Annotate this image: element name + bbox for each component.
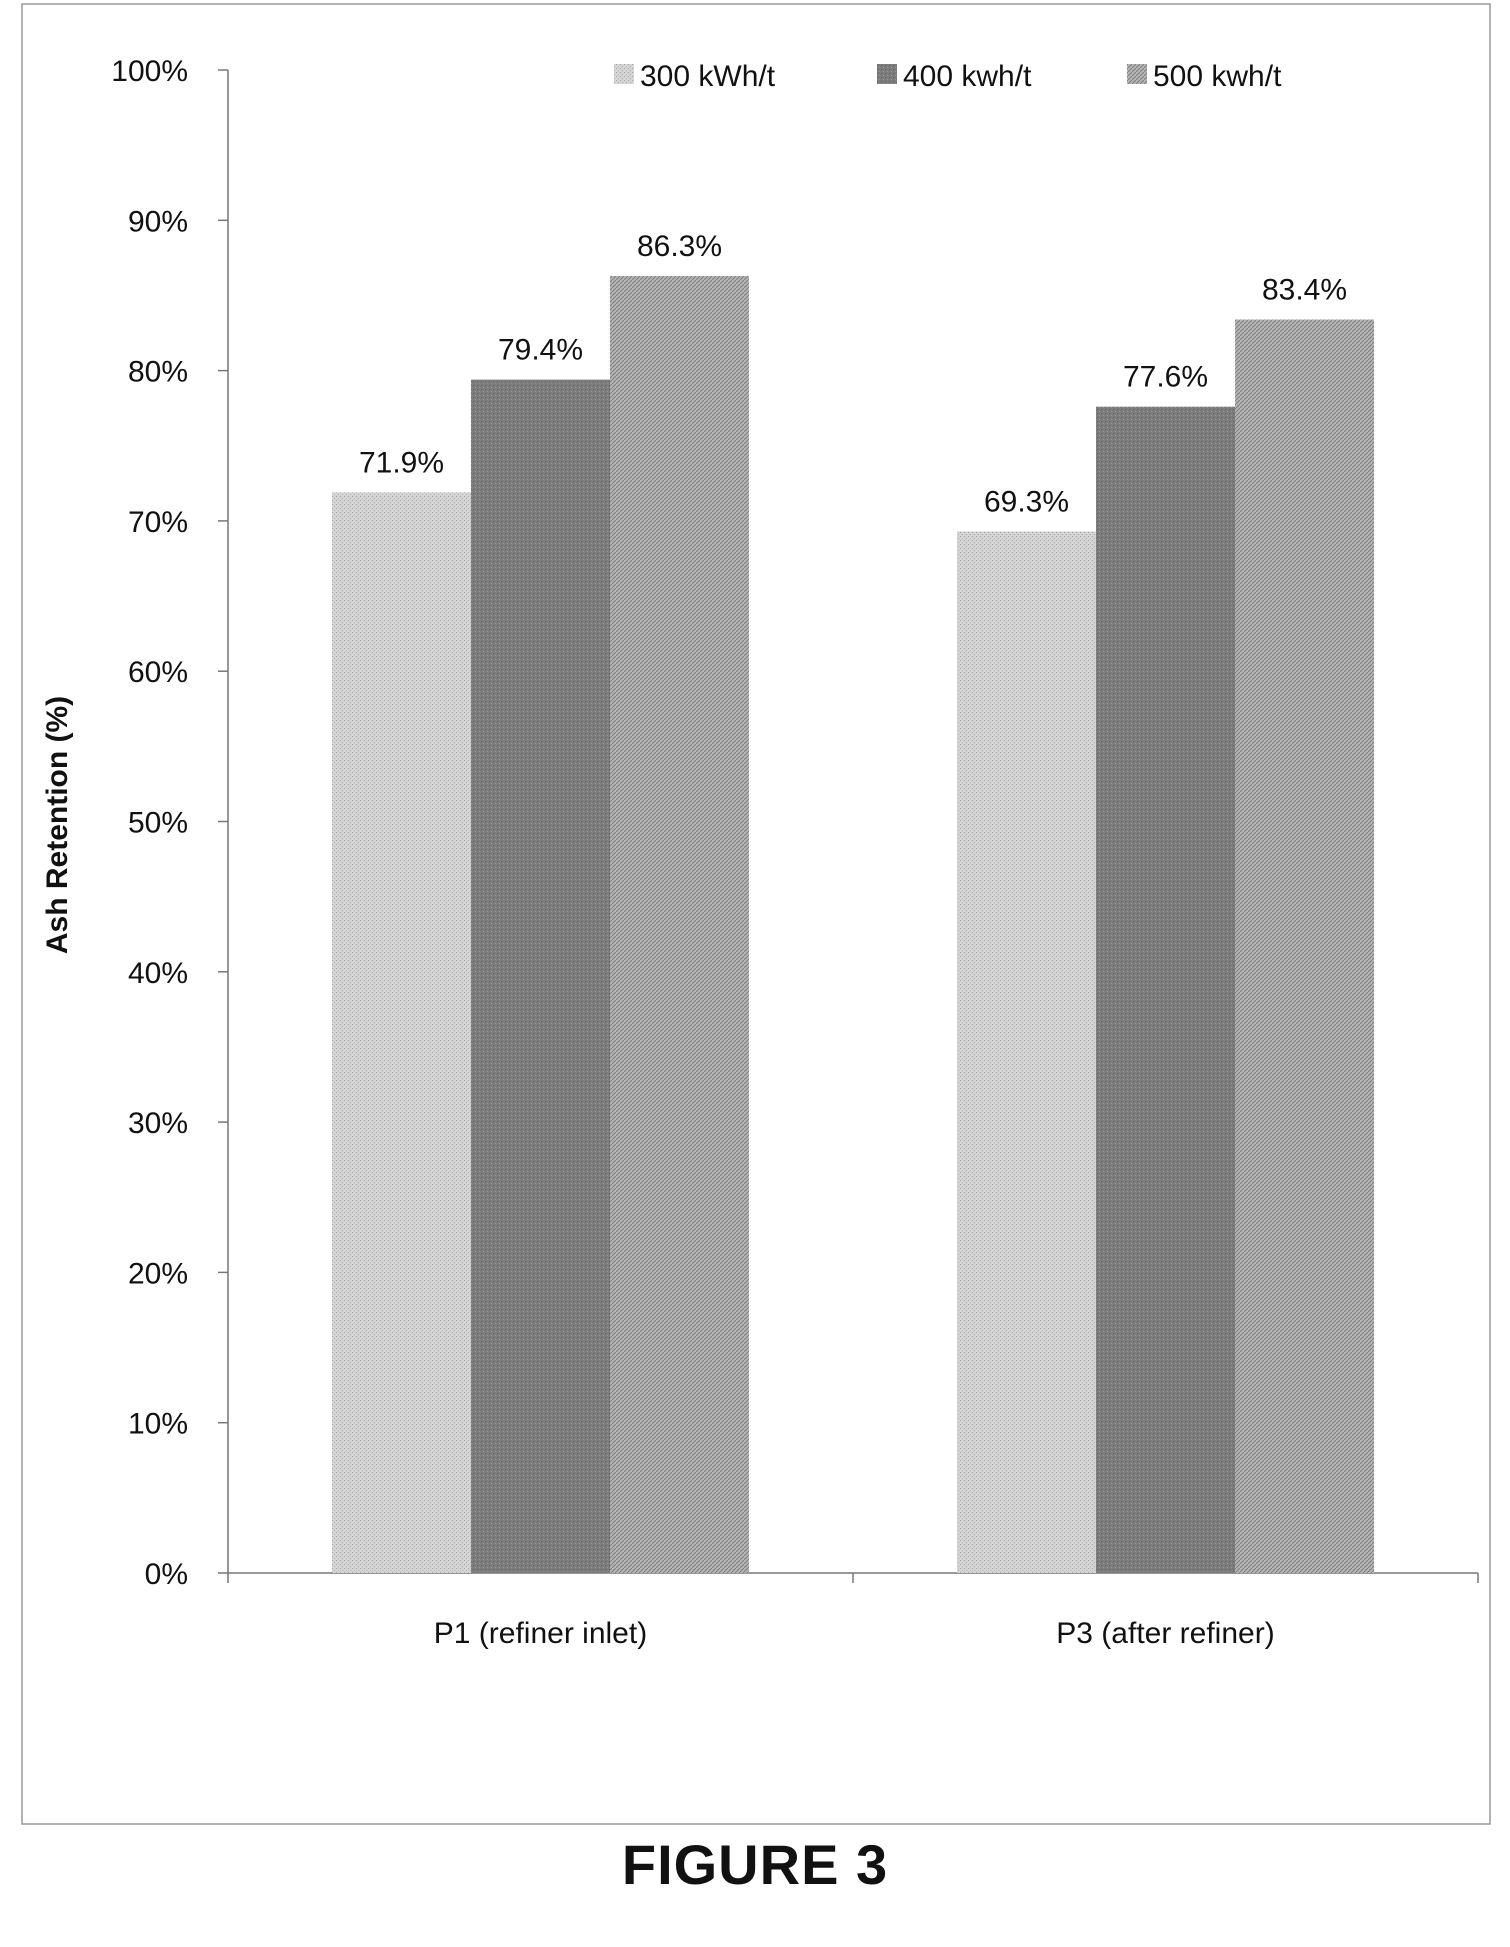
data-labels: 71.9% 79.4% 86.3% 69.3% 77.6% 83.4% [359,230,1347,519]
bars [332,275,1374,1573]
legend-swatch [614,64,634,84]
legend-swatch [1127,64,1147,84]
data-label: 79.4% [498,334,583,367]
bar [332,492,471,1573]
x-axis: P1 (refiner inlet) P3 (after refiner) [227,1572,1479,1650]
bar [1235,319,1374,1573]
y-tick-label: 20% [128,1257,188,1290]
y-tick-label: 50% [128,807,188,840]
bar [610,275,749,1573]
x-category-label: P3 (after refiner) [1056,1617,1274,1650]
chart-border [21,3,1491,1825]
y-tick-label: 30% [128,1107,188,1140]
bar [1096,406,1235,1573]
y-tick-label: 10% [128,1408,188,1441]
bar [957,531,1096,1573]
y-axis-title: Ash Retention (%) [41,696,74,954]
y-tick-label: 70% [128,506,188,539]
y-tick-label: 40% [128,957,188,990]
legend-swatch [877,64,897,84]
data-label: 77.6% [1123,361,1208,394]
y-tick-label: 80% [128,356,188,389]
y-tick-label: 0% [145,1558,188,1591]
figure-caption: FIGURE 3 [621,1833,889,1896]
bar [471,379,610,1573]
legend-label: 300 kWh/t [640,60,776,93]
x-category-label: P1 (refiner inlet) [434,1617,647,1650]
data-label: 69.3% [984,485,1069,518]
data-label: 71.9% [359,446,444,479]
legend-label: 400 kwh/t [903,60,1032,93]
y-tick-label: 90% [128,205,188,238]
legend-label: 500 kwh/t [1153,60,1282,93]
y-tick-label: 60% [128,656,188,689]
legend: 300 kWh/t 400 kwh/t 500 kwh/t [614,60,1282,93]
y-tick-label: 100% [111,55,188,88]
data-label: 86.3% [637,230,722,263]
data-label: 83.4% [1262,273,1347,306]
y-axis: 0% 10% 20% 30% 40% 50% 60% 70% 80% 90% 100% [111,55,229,1591]
